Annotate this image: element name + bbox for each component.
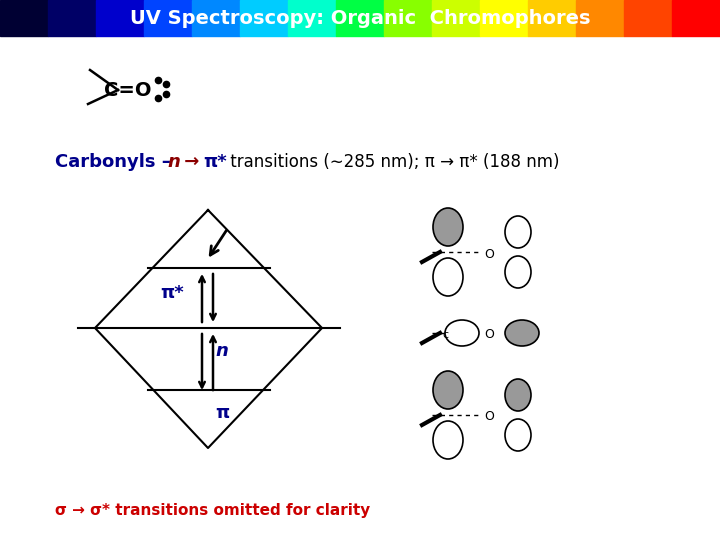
Bar — [192, 0, 240, 36]
Text: UV Spectroscopy: Organic  Chromophores: UV Spectroscopy: Organic Chromophores — [130, 9, 590, 28]
Text: π*: π* — [160, 284, 184, 302]
Ellipse shape — [433, 208, 463, 246]
Text: O: O — [484, 247, 494, 260]
Ellipse shape — [433, 421, 463, 459]
Text: →: → — [178, 153, 206, 171]
Ellipse shape — [433, 371, 463, 409]
Text: C=O: C=O — [104, 82, 152, 100]
Text: O: O — [484, 410, 494, 423]
Text: n: n — [215, 342, 228, 360]
Bar — [432, 0, 480, 36]
Text: σ → σ* transitions omitted for clarity: σ → σ* transitions omitted for clarity — [55, 503, 370, 517]
Bar — [144, 0, 192, 36]
Bar — [288, 0, 336, 36]
Text: π*: π* — [203, 153, 227, 171]
Bar — [576, 0, 624, 36]
Bar — [96, 0, 144, 36]
Bar — [336, 0, 384, 36]
Ellipse shape — [505, 216, 531, 248]
Bar — [48, 0, 96, 36]
Ellipse shape — [433, 258, 463, 296]
Bar — [384, 0, 432, 36]
Bar — [624, 0, 672, 36]
Ellipse shape — [445, 320, 479, 346]
Bar — [528, 0, 576, 36]
Bar — [240, 0, 288, 36]
Bar — [480, 0, 528, 36]
Text: π: π — [215, 404, 229, 422]
Ellipse shape — [505, 379, 531, 411]
Text: c: c — [442, 330, 448, 340]
Text: O: O — [484, 328, 494, 341]
Bar — [672, 0, 720, 36]
Bar — [0, 0, 48, 36]
Ellipse shape — [505, 320, 539, 346]
Text: transitions (∼285 nm); π → π* (188 nm): transitions (∼285 nm); π → π* (188 nm) — [225, 153, 559, 171]
Ellipse shape — [505, 419, 531, 451]
Text: Carbonyls –: Carbonyls – — [55, 153, 177, 171]
Ellipse shape — [505, 256, 531, 288]
Text: n: n — [167, 153, 180, 171]
